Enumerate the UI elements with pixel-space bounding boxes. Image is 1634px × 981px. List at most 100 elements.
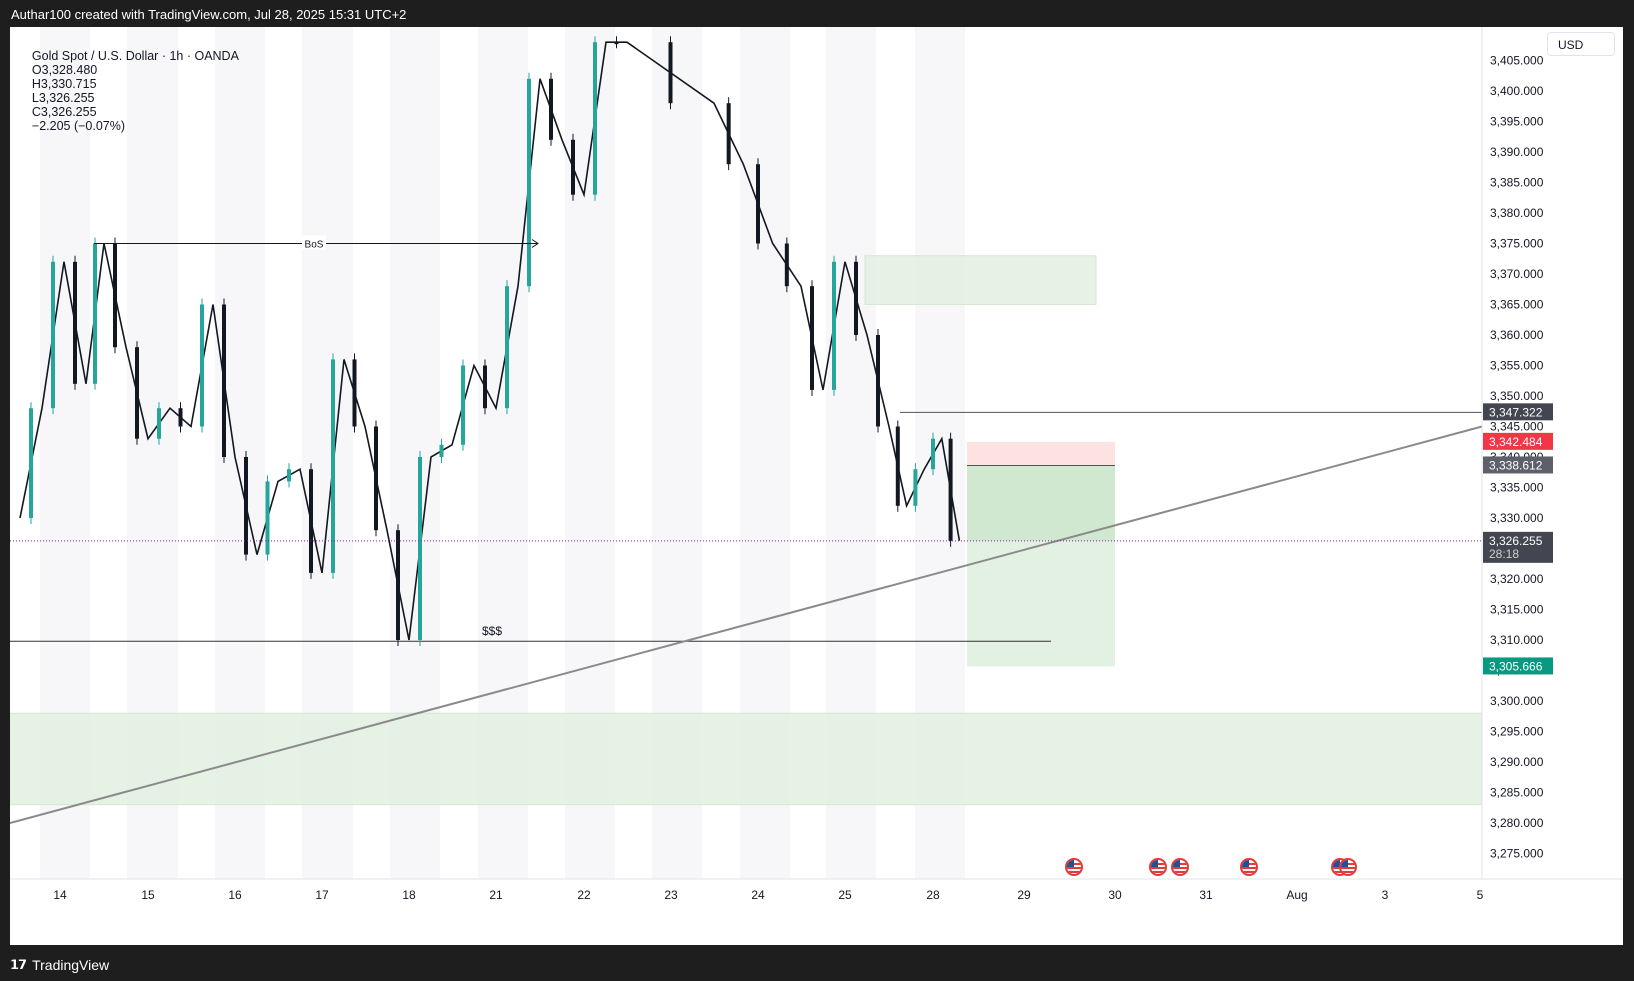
y-tick-label: 3,320.000 (1490, 572, 1544, 586)
us-flag-event-icon[interactable] (1339, 858, 1357, 876)
y-tick-label: 3,290.000 (1490, 755, 1544, 769)
candle-body (483, 365, 487, 409)
candle-body (157, 408, 161, 439)
y-tick-label: 3,280.000 (1490, 816, 1544, 830)
y-tick-label: 3,380.000 (1490, 206, 1544, 220)
candle-body (593, 42, 597, 195)
x-tick-label: 28 (926, 888, 940, 902)
stop-loss-box[interactable] (967, 441, 1115, 466)
candle-body (931, 438, 935, 470)
candle-body (352, 359, 357, 427)
candle-body (668, 42, 673, 104)
candle-body (331, 359, 335, 573)
candle-body (913, 469, 918, 506)
candle-body (29, 408, 33, 518)
y-tick-label: 3,345.000 (1490, 420, 1544, 434)
symbol-title[interactable]: Gold Spot / U.S. Dollar · 1h · OANDA (31, 49, 239, 63)
y-tick-label: 3,310.000 (1490, 633, 1544, 647)
candle-body (895, 426, 900, 506)
price-path (19, 41, 961, 641)
price-label-stop[interactable] (1483, 432, 1553, 450)
bos-label: BoS (305, 240, 324, 251)
candle-body (784, 243, 789, 287)
y-tick-label: 3,295.000 (1490, 725, 1544, 739)
current-price-text: 3,326.255 (1489, 534, 1543, 548)
price-zone (864, 255, 1097, 305)
candle-body (756, 164, 760, 244)
tradingview-logo-icon: 𝟭𝟳 (10, 957, 27, 972)
y-tick-label: 3,405.000 (1490, 54, 1544, 68)
currency-button[interactable]: USD (1547, 32, 1615, 56)
x-tick-label: 18 (402, 888, 416, 902)
candle-body (461, 365, 465, 445)
brand-name: TradingView (32, 957, 110, 973)
price-label-resistance[interactable] (1483, 403, 1553, 421)
x-tick-label: 29 (1017, 888, 1031, 902)
candle-body (505, 286, 509, 409)
candle-body (832, 261, 836, 390)
candle-body (93, 243, 97, 384)
y-tick-label: 3,385.000 (1490, 176, 1544, 190)
y-tick-label: 3,330.000 (1490, 511, 1544, 525)
y-tick-label: 3,395.000 (1490, 115, 1544, 129)
price-label-target[interactable] (1483, 657, 1553, 675)
x-tick-label: 23 (664, 888, 678, 902)
symbol-header: Gold Spot / U.S. Dollar · 1h · OANDA O3,… (18, 35, 249, 147)
y-tick-label: 3,275.000 (1490, 847, 1544, 861)
candle-body (51, 261, 55, 409)
candle-body (810, 286, 814, 390)
price-label-entry[interactable] (1483, 456, 1553, 474)
bos-arrow-icon (531, 239, 539, 248)
candle-body (287, 469, 291, 482)
tradingview-logo[interactable]: 𝟭𝟳 TradingView (10, 957, 109, 973)
x-tick-label: 3 (1382, 888, 1389, 902)
candle-body (614, 42, 619, 45)
candle-body (178, 408, 183, 427)
x-tick-label: 16 (228, 888, 242, 902)
profit-filled-box (967, 465, 1115, 541)
y-tick-label: 3,400.000 (1490, 84, 1544, 98)
us-flag-event-icon[interactable] (1149, 858, 1167, 876)
candle-body (113, 243, 117, 348)
ohlc-low: L3,326.255 (31, 91, 95, 105)
candle-body (244, 457, 248, 555)
take-profit-box[interactable] (967, 540, 1115, 667)
x-tick-label: 22 (577, 888, 591, 902)
y-tick-label: 3,315.000 (1490, 603, 1544, 617)
y-tick-label: 3,365.000 (1490, 298, 1544, 312)
y-tick-label: 3,355.000 (1490, 359, 1544, 373)
price-label-text: 3,342.484 (1489, 435, 1543, 449)
y-tick-label: 3,285.000 (1490, 786, 1544, 800)
x-tick-label: 31 (1199, 888, 1213, 902)
x-tick-label: 30 (1108, 888, 1122, 902)
candle-body (265, 481, 270, 555)
us-flag-event-icon[interactable] (1171, 858, 1189, 876)
chart-caption: Authar100 created with TradingView.com, … (11, 7, 407, 22)
price-chart[interactable]: BoS $$$ 3,405.000 3,400.000 3,395.000 3,390.0… (10, 27, 1623, 945)
us-flag-event-icon[interactable] (1065, 858, 1083, 876)
candle-body (527, 78, 531, 287)
bos-label-bg (302, 235, 326, 250)
us-flag-event-icon[interactable] (1240, 858, 1258, 876)
price-zone (10, 712, 1483, 806)
candle-body (73, 261, 77, 384)
candle-body (571, 139, 575, 195)
liquidity-label: $$$ (482, 624, 502, 638)
x-tick-label: 21 (489, 888, 503, 902)
y-tick-label: 3,360.000 (1490, 328, 1544, 342)
footer-bar: 𝟭𝟳 TradingView (0, 947, 1634, 981)
candle-body (439, 444, 444, 457)
chart-frame[interactable]: BoS $$$ 3,405.000 3,400.000 3,395.000 3,390.0… (10, 27, 1623, 945)
candle-body (222, 304, 226, 457)
trendline[interactable] (10, 425, 1483, 824)
ohlc-high: H3,330.715 (31, 77, 97, 91)
candle-body (876, 335, 880, 427)
y-tick-label: 3,300.000 (1490, 694, 1544, 708)
candle-body (309, 469, 313, 573)
y-tick-label: 3,335.000 (1490, 481, 1544, 495)
x-tick-label: 14 (53, 888, 67, 902)
current-price-label[interactable] (1483, 531, 1553, 563)
ohlc-close: C3,326.255 (31, 105, 97, 119)
x-tick-label: 25 (838, 888, 852, 902)
y-tick-label: 3,390.000 (1490, 145, 1544, 159)
